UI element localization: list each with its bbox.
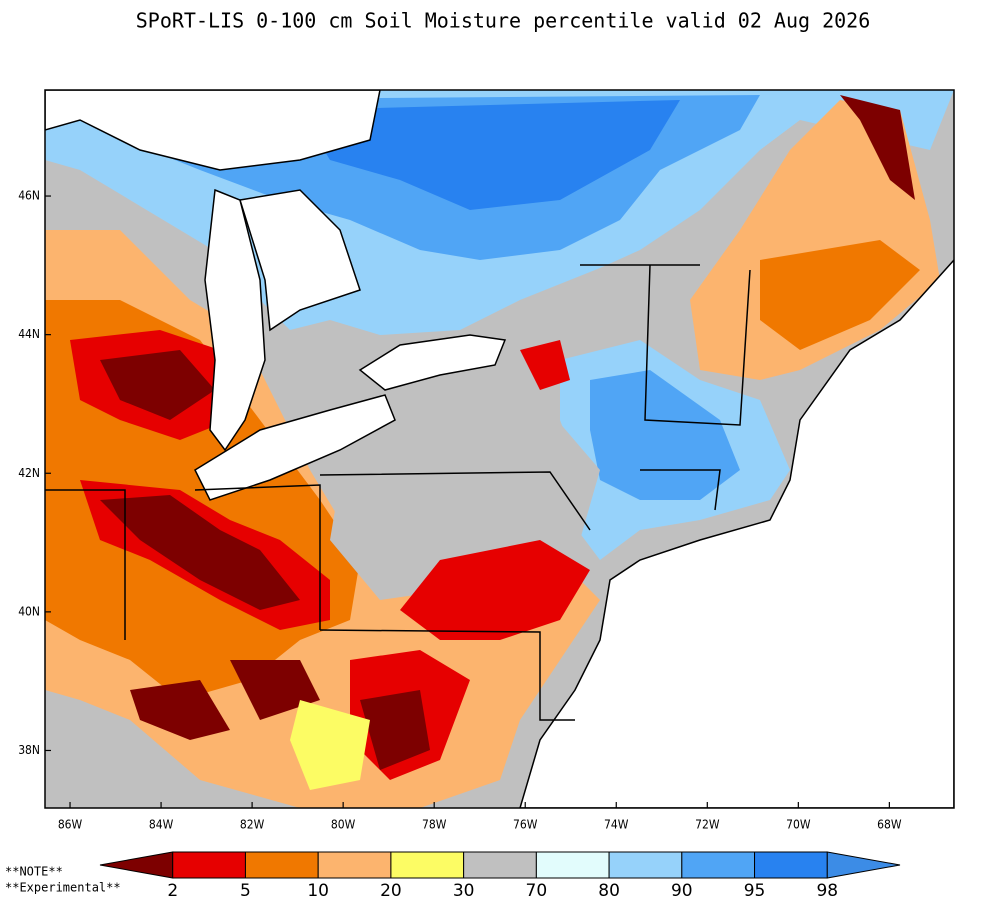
colorbar-label: 30 <box>453 881 475 900</box>
dry-region <box>290 700 370 790</box>
colorbar-label: 98 <box>816 881 838 900</box>
x-tick-label: 72W <box>695 818 720 832</box>
colorbar-swatch <box>172 851 246 879</box>
colorbar-swatch <box>754 851 828 879</box>
colorbar-label: 90 <box>671 881 693 900</box>
dry-region <box>100 350 215 420</box>
colorbar-swatch <box>317 851 392 879</box>
colorbar-label: 20 <box>380 881 402 900</box>
x-tick-label: 76W <box>513 818 538 832</box>
dry-region <box>400 540 590 640</box>
colorbar-label: 70 <box>526 881 548 900</box>
colorbar-swatch <box>390 851 465 879</box>
wet-region <box>300 100 680 210</box>
map-frame <box>44 89 955 809</box>
dry-region <box>760 240 920 350</box>
axes: 86W 84W 82W 80W 78W 76W 74W 72W 70W 68W 38N 40N 42N 4… <box>18 189 902 832</box>
x-tick-label: 86W <box>58 818 83 832</box>
dry-region <box>840 95 915 200</box>
y-tick-label: 40N <box>18 604 40 618</box>
x-tick-label: 74W <box>604 818 629 832</box>
note: **Experimental** <box>5 881 121 895</box>
lake <box>45 90 381 171</box>
lake <box>204 188 266 452</box>
map-title: SPoRT-LIS 0-100 cm Soil Moisture percent… <box>136 9 871 33</box>
x-tick-label: 68W <box>877 818 902 832</box>
colorbar-swatch <box>608 851 683 879</box>
colorbar-swatch <box>244 851 319 879</box>
dry-region <box>360 690 430 770</box>
y-tick-label: 42N <box>18 466 40 480</box>
dry-region <box>230 660 320 720</box>
colorbar-swatch <box>463 851 537 879</box>
note: **NOTE** <box>5 865 63 879</box>
y-tick-label: 46N <box>18 189 40 203</box>
colorbar-swatch <box>826 851 901 879</box>
lake <box>239 189 361 332</box>
x-tick-label: 82W <box>240 818 265 832</box>
lake <box>194 394 396 501</box>
colorbar-swatch <box>681 851 756 879</box>
dry-region <box>100 495 300 610</box>
dry-region <box>130 680 230 740</box>
x-tick-label: 84W <box>149 818 174 832</box>
dry-region <box>520 340 570 390</box>
ocean <box>519 258 954 808</box>
wet-region <box>590 370 740 500</box>
lake <box>358 334 507 391</box>
y-tick-label: 44N <box>18 327 40 341</box>
colorbar-label: 10 <box>307 881 329 900</box>
colorbar-label: 5 <box>240 881 251 900</box>
colorbar-label: 95 <box>744 881 766 900</box>
colorbar-swatch <box>99 851 174 879</box>
x-tick-label: 70W <box>786 818 811 832</box>
x-tick-label: 80W <box>331 818 356 832</box>
colorbar-swatch <box>535 851 610 879</box>
x-tick-label: 78W <box>422 818 447 832</box>
colorbar-label: 2 <box>167 881 178 900</box>
map-field <box>45 90 954 808</box>
borders <box>45 264 751 721</box>
y-tick-label: 38N <box>18 743 40 757</box>
colorbar: 2 5 10 20 30 70 80 90 95 98 <box>99 851 901 901</box>
colorbar-label: 80 <box>598 881 620 900</box>
